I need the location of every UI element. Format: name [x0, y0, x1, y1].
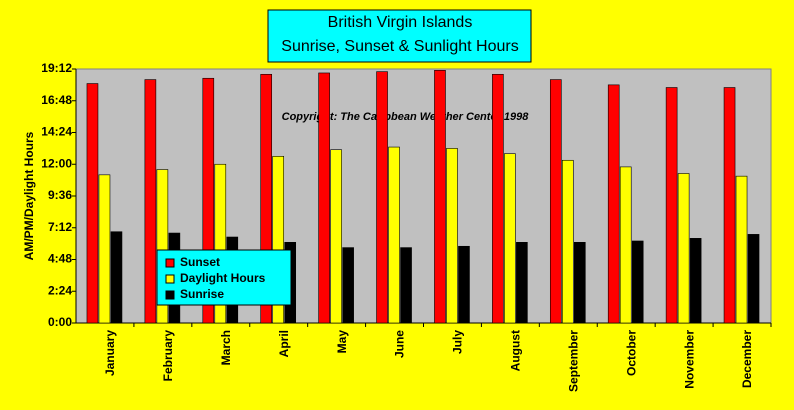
bar — [156, 169, 169, 324]
bar — [434, 70, 446, 324]
bar — [400, 247, 412, 324]
bar — [492, 73, 504, 324]
bar — [110, 231, 123, 324]
legend-swatch — [165, 258, 175, 268]
y-tick-label: 12:00 — [41, 156, 72, 170]
bar — [573, 242, 586, 324]
y-tick-label: 7:12 — [48, 220, 72, 234]
chart-title: British Virgin Islands — [328, 14, 473, 31]
x-tick-label: June — [393, 330, 407, 358]
title-box — [267, 9, 532, 63]
chart-subtitle: Sunrise, Sunset & Sunlight Hours — [281, 38, 518, 55]
bar — [342, 247, 354, 324]
bar — [388, 146, 400, 324]
y-tick-label: 2:24 — [48, 283, 72, 297]
legend-label: Daylight Hours — [180, 271, 266, 285]
bar — [202, 77, 215, 324]
legend-label: Sunset — [180, 255, 220, 269]
x-tick-label: March — [219, 330, 233, 365]
legend — [156, 249, 292, 306]
bar — [516, 242, 528, 324]
bar — [689, 238, 702, 324]
bar — [330, 149, 342, 324]
bar — [214, 163, 227, 324]
bar — [98, 174, 111, 324]
x-tick-label: December — [740, 330, 754, 388]
y-axis-label: AM/PM/Daylight Hours — [22, 131, 36, 260]
y-tick-label: 14:24 — [41, 125, 72, 139]
bar — [318, 72, 330, 324]
bar — [665, 87, 678, 324]
bar — [272, 156, 285, 324]
x-tick-label: August — [509, 330, 523, 371]
bar — [504, 153, 516, 324]
bar — [723, 87, 736, 324]
bar — [607, 84, 620, 324]
bar — [677, 173, 690, 324]
y-tick-label: 4:48 — [48, 252, 72, 266]
x-tick-label: October — [624, 330, 638, 376]
legend-swatch — [165, 274, 175, 284]
x-tick-label: September — [566, 330, 580, 392]
y-tick-label: 0:00 — [48, 315, 72, 329]
x-tick-label: May — [335, 330, 349, 354]
bar — [458, 245, 470, 324]
x-tick-label: February — [161, 330, 175, 382]
bar — [619, 166, 632, 324]
y-tick-label: 19:12 — [41, 61, 72, 75]
annotation: Copyright: The Caribbean Weather Center … — [282, 111, 530, 123]
legend-label: Sunrise — [180, 287, 224, 301]
x-tick-label: January — [103, 330, 117, 376]
bar — [86, 83, 99, 324]
bar — [446, 148, 458, 324]
x-tick-label: April — [277, 330, 291, 357]
bar — [144, 79, 157, 324]
bar — [735, 175, 748, 324]
x-tick-label: November — [682, 330, 696, 389]
bar — [376, 71, 388, 324]
bar — [549, 79, 562, 324]
x-tick-label: July — [451, 330, 465, 354]
y-tick-label: 9:36 — [48, 188, 72, 202]
legend-swatch — [165, 290, 175, 300]
y-tick-label: 16:48 — [41, 93, 72, 107]
bar — [631, 240, 644, 324]
bar — [747, 234, 760, 324]
bar — [561, 159, 574, 324]
bar — [260, 73, 273, 324]
